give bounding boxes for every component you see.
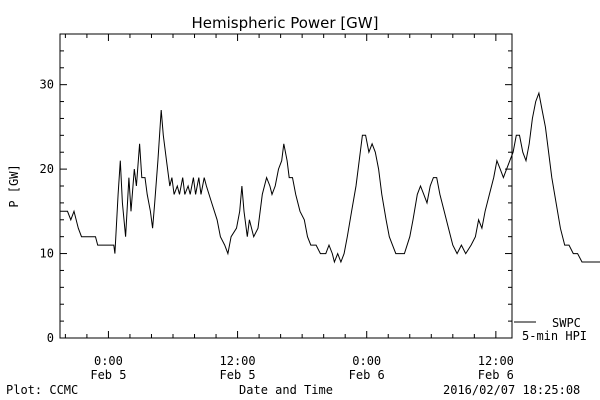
x-tick-label-date: Feb 6 — [478, 368, 514, 382]
legend-label-product: 5-min HPI — [522, 329, 587, 343]
y-axis-tick-labels: 0 10 20 30 — [40, 78, 54, 345]
y-axis-label: P [GW] — [7, 164, 21, 207]
x-tick-label-date: Feb 5 — [220, 368, 256, 382]
y-tick-label: 30 — [40, 78, 54, 92]
y-tick-label: 10 — [40, 247, 54, 261]
chart-title: Hemispheric Power [GW] — [192, 14, 379, 32]
y-tick-label: 0 — [47, 331, 54, 345]
legend-label-source: SWPC — [552, 316, 581, 330]
x-axis-ticks — [64, 34, 497, 338]
x-tick-label-time: 0:00 — [352, 354, 381, 368]
y-tick-label: 20 — [40, 162, 54, 176]
plot-frame — [59, 33, 513, 339]
x-axis-label: Date and Time — [239, 383, 333, 397]
x-tick-label-date: Feb 6 — [349, 368, 385, 382]
series-line-hpi — [60, 91, 600, 264]
x-tick-label-time: 12:00 — [220, 354, 256, 368]
x-tick-label-date: Feb 5 — [90, 368, 126, 382]
x-tick-label-time: 0:00 — [94, 354, 123, 368]
y-axis-ticks — [60, 33, 512, 339]
footer-timestamp: 2016/02/07 18:25:08 — [443, 383, 580, 397]
footer-plot-credit: Plot: CCMC — [6, 383, 78, 397]
x-tick-label-time: 12:00 — [478, 354, 514, 368]
